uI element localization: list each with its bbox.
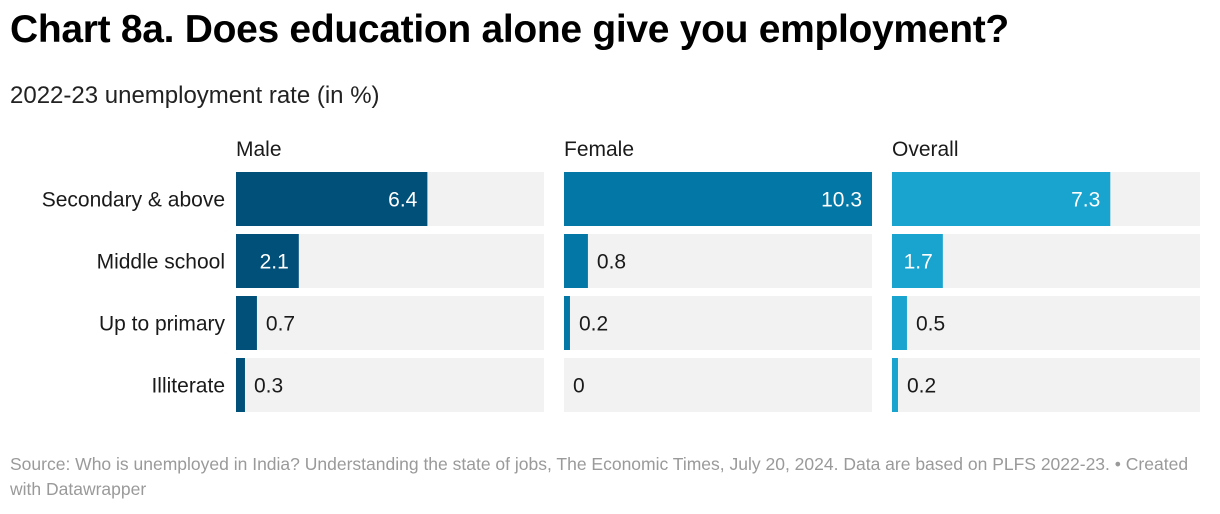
bar-male-secondary-and-above (236, 172, 428, 226)
value-label-male-illiterate: 0.3 (254, 375, 283, 398)
category-label-up-to-primary: Up to primary (99, 313, 226, 336)
bar-female-secondary-and-above (564, 172, 872, 226)
value-label-overall-middle-school: 1.7 (904, 251, 933, 274)
bar-overall-illiterate (892, 358, 898, 412)
bar-male-middle-school (236, 234, 299, 288)
bar-male-illiterate (236, 358, 245, 412)
bar-track-female-middle-school (564, 234, 872, 288)
source-note: Source: Who is unemployed in India? Unde… (10, 452, 1200, 502)
panel-header-female: Female (564, 138, 634, 161)
chart-title: Chart 8a. Does education alone give you … (10, 8, 1009, 51)
bar-track-male-illiterate (236, 358, 544, 412)
source-text: Source: Who is unemployed in India? Unde… (10, 454, 1110, 474)
bar-overall-middle-school (892, 234, 943, 288)
bar-track-overall-up-to-primary (892, 296, 1200, 350)
category-label-secondary-and-above: Secondary & above (42, 189, 225, 212)
value-label-female-up-to-primary: 0.2 (579, 313, 608, 336)
value-label-male-up-to-primary: 0.7 (266, 313, 295, 336)
bar-male-up-to-primary (236, 296, 257, 350)
value-label-female-illiterate: 0 (573, 375, 585, 398)
bar-female-up-to-primary (564, 296, 570, 350)
value-label-female-secondary-and-above: 10.3 (821, 189, 862, 212)
bar-track-male-up-to-primary (236, 296, 544, 350)
category-label-middle-school: Middle school (97, 251, 225, 274)
value-label-overall-secondary-and-above: 7.3 (1071, 189, 1100, 212)
value-label-female-middle-school: 0.8 (597, 251, 626, 274)
bar-overall-up-to-primary (892, 296, 907, 350)
panel-header-overall: Overall (892, 138, 959, 161)
bar-track-overall-middle-school (892, 234, 1200, 288)
footer-separator: • (1114, 454, 1121, 474)
value-label-overall-up-to-primary: 0.5 (916, 313, 945, 336)
category-label-illiterate: Illiterate (151, 375, 225, 398)
bar-track-female-illiterate (564, 358, 872, 412)
value-label-overall-illiterate: 0.2 (907, 375, 936, 398)
value-label-male-secondary-and-above: 6.4 (388, 189, 418, 212)
value-label-male-middle-school: 2.1 (260, 251, 289, 274)
panel-header-male: Male (236, 138, 282, 161)
bar-chart: Secondary & above Middle school Up to prim… (42, 138, 1200, 412)
bar-female-middle-school (564, 234, 588, 288)
credit-text: Created with Datawrapper (10, 454, 1189, 499)
chart-subtitle: 2022-23 unemployment rate (in %) (10, 82, 380, 109)
bar-track-overall-illiterate (892, 358, 1200, 412)
bar-overall-secondary-and-above (892, 172, 1111, 226)
bar-track-female-up-to-primary (564, 296, 872, 350)
